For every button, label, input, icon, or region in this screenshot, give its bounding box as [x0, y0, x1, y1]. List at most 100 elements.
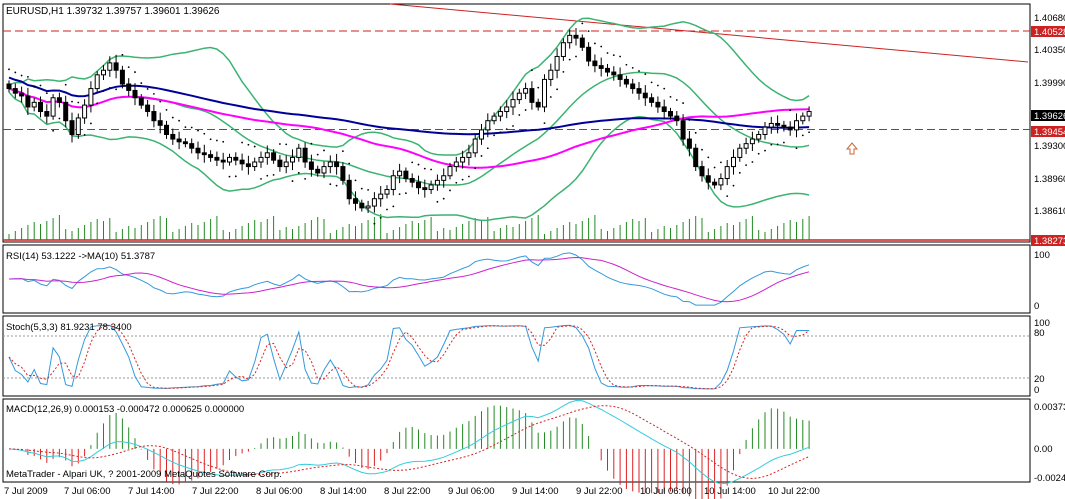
candle-body[interactable] [145, 104, 151, 113]
candle-body[interactable] [101, 69, 106, 76]
candle-body[interactable] [384, 189, 390, 195]
candle-body[interactable] [220, 159, 226, 163]
candle-body[interactable] [592, 60, 598, 67]
candle-body[interactable] [636, 88, 642, 94]
candle-body[interactable] [359, 202, 365, 209]
candle-body[interactable] [611, 71, 617, 76]
candle-body[interactable] [491, 115, 497, 122]
candle-body[interactable] [170, 133, 176, 140]
candle-body[interactable] [712, 181, 718, 186]
candle-body[interactable] [340, 166, 346, 181]
candle-body[interactable] [441, 175, 447, 181]
macd-pane[interactable] [2, 398, 1031, 483]
candle-body[interactable] [239, 159, 245, 165]
candle-body[interactable] [44, 111, 50, 117]
candle-body[interactable] [189, 143, 195, 149]
candle-body[interactable] [63, 101, 69, 122]
candle-body[interactable] [201, 152, 207, 156]
candle-body[interactable] [680, 120, 686, 140]
candle-body[interactable] [699, 166, 705, 177]
candle-body[interactable] [409, 178, 415, 183]
candle-body[interactable] [674, 115, 680, 122]
candle-body[interactable] [668, 111, 673, 117]
candle-body[interactable] [598, 65, 604, 69]
candle-body[interactable] [403, 170, 409, 180]
candle-body[interactable] [655, 101, 661, 108]
candle-body[interactable] [132, 89, 138, 99]
candle-body[interactable] [176, 138, 182, 143]
candle-body[interactable] [737, 147, 743, 158]
rsi-pane[interactable] [2, 244, 1031, 314]
candle-body[interactable] [302, 147, 308, 163]
candle-body[interactable] [485, 120, 491, 131]
main-pane[interactable] [2, 3, 1031, 243]
candle-body[interactable] [422, 187, 428, 191]
candle-body[interactable] [724, 166, 730, 180]
candle-body[interactable] [642, 92, 648, 99]
candle-body[interactable] [233, 156, 239, 161]
candle-body[interactable] [277, 159, 283, 168]
candle-body[interactable] [762, 126, 768, 135]
candle-body[interactable] [781, 124, 787, 128]
candle-body[interactable] [31, 101, 37, 108]
candle-body[interactable] [535, 101, 541, 108]
candle-body[interactable] [334, 161, 340, 168]
candle-body[interactable] [321, 166, 327, 174]
candle-body[interactable] [69, 120, 75, 135]
candle-body[interactable] [806, 111, 812, 117]
candle-body[interactable] [800, 115, 806, 122]
candle-body[interactable] [182, 141, 188, 145]
candle-body[interactable] [195, 147, 201, 154]
candle-body[interactable] [245, 163, 251, 168]
candle-body[interactable] [768, 122, 774, 128]
candle-body[interactable] [661, 106, 667, 113]
candle-body[interactable] [296, 147, 302, 158]
candle-body[interactable] [416, 181, 421, 189]
candle-body[interactable] [94, 74, 100, 90]
candle-body[interactable] [327, 161, 333, 168]
candle-body[interactable] [12, 88, 18, 94]
candle-body[interactable] [19, 92, 25, 97]
candle-body[interactable] [472, 138, 478, 154]
candle-body[interactable] [208, 154, 214, 158]
candle-body[interactable] [510, 99, 516, 108]
candle-body[interactable] [308, 161, 314, 170]
candle-body[interactable] [290, 156, 295, 163]
candle-body[interactable] [756, 133, 762, 140]
candle-body[interactable] [794, 120, 799, 131]
stoch-pane[interactable] [2, 315, 1031, 397]
candle-body[interactable] [157, 120, 163, 126]
candle-body[interactable] [397, 170, 403, 177]
candle-body[interactable] [258, 156, 264, 163]
candle-body[interactable] [434, 179, 440, 186]
candle-body[interactable] [460, 156, 466, 163]
candle-body[interactable] [573, 34, 579, 39]
candle-body[interactable] [516, 92, 522, 101]
candle-body[interactable] [371, 198, 377, 207]
candle-body[interactable] [579, 37, 585, 48]
candle-body[interactable] [649, 97, 655, 103]
candle-body[interactable] [126, 83, 132, 91]
candle-body[interactable] [227, 156, 232, 163]
candle-body[interactable] [479, 129, 484, 140]
candle-body[interactable] [718, 178, 724, 186]
candle-body[interactable] [113, 62, 119, 71]
candle-body[interactable] [119, 69, 125, 85]
candle-body[interactable] [554, 55, 560, 71]
candle-body[interactable] [264, 152, 270, 158]
candle-body[interactable] [586, 46, 592, 62]
candle-body[interactable] [353, 198, 358, 204]
candle-body[interactable] [428, 184, 434, 191]
candle-body[interactable] [271, 152, 277, 161]
candle-body[interactable] [75, 117, 81, 135]
trend-line[interactable] [389, 3, 1029, 63]
candle-body[interactable] [82, 104, 88, 119]
candle-body[interactable] [315, 168, 321, 174]
candle-body[interactable] [56, 97, 62, 103]
candle-body[interactable] [529, 88, 535, 103]
candle-body[interactable] [623, 78, 629, 85]
candle-body[interactable] [567, 34, 573, 44]
candle-body[interactable] [504, 106, 510, 113]
candle-body[interactable] [466, 152, 472, 158]
